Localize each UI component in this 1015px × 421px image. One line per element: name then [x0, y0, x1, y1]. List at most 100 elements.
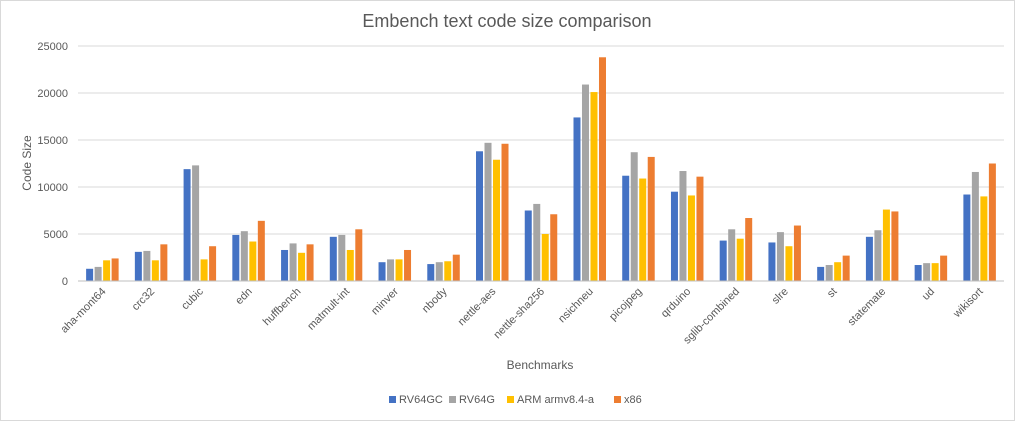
bar: [874, 230, 882, 281]
bar: [647, 156, 655, 281]
x-axis-title: Benchmarks: [507, 358, 574, 372]
bar: [355, 229, 363, 281]
bar: [240, 231, 248, 281]
gridlines: [78, 45, 1004, 235]
bar: [524, 210, 532, 281]
bar: [931, 263, 939, 281]
bar: [232, 234, 240, 281]
bar: [842, 255, 850, 281]
x-tick-label: statemate: [846, 286, 889, 329]
legend-swatch: [449, 396, 456, 403]
bar: [86, 268, 94, 281]
bar: [891, 211, 899, 281]
bar: [728, 229, 736, 281]
bar: [940, 255, 948, 281]
bar: [687, 195, 695, 281]
bar: [719, 240, 727, 281]
y-tick-label: 20000: [37, 88, 68, 100]
bar: [200, 259, 208, 281]
legend-item: ARM armv8.4-a: [507, 394, 595, 406]
bar: [639, 178, 647, 281]
bar: [533, 203, 541, 281]
x-tick-label: cubic: [179, 285, 206, 312]
x-tick-label: nettle-sha256: [491, 286, 547, 342]
x-axis-ticks: aha-mont64 crc32 cubic edn huffbench matmult-…: [59, 285, 986, 346]
bar: [882, 209, 890, 281]
bar: [622, 175, 630, 281]
bar: [346, 249, 354, 281]
bar: [581, 84, 589, 281]
bar: [306, 244, 314, 281]
x-tick-label: slre: [770, 286, 791, 307]
y-tick-label: 10000: [37, 182, 68, 194]
legend-swatch: [389, 396, 396, 403]
legend-item: x86: [614, 394, 642, 406]
x-tick-label: edn: [233, 286, 254, 307]
bar: [988, 163, 996, 281]
bar: [670, 191, 678, 281]
bar: [598, 57, 606, 281]
bar: [971, 171, 979, 281]
x-tick-label: crc32: [130, 286, 158, 314]
bar: [550, 214, 558, 281]
bar: [679, 171, 687, 281]
bar: [249, 241, 257, 281]
bar: [980, 196, 988, 281]
y-axis-ticks: 0 5000 10000 15000 20000 25000: [37, 41, 68, 288]
bar: [329, 236, 337, 281]
bar: [338, 234, 346, 281]
bar: [745, 218, 753, 281]
bar: [183, 169, 191, 281]
bar: [834, 262, 842, 281]
legend-item: RV64GC: [389, 394, 443, 406]
bar: [825, 265, 833, 281]
bar: [785, 246, 793, 281]
x-tick-label: qrduino: [659, 286, 693, 320]
y-tick-label: 25000: [37, 41, 68, 53]
legend-swatch: [507, 396, 514, 403]
x-tick-label: matmult-int: [305, 286, 352, 333]
bar: [768, 242, 776, 281]
bar: [776, 232, 784, 281]
x-tick-label: picojpeg: [607, 286, 644, 323]
x-tick-label: aha-mont64: [59, 286, 109, 336]
x-tick-label: st: [825, 286, 840, 301]
bar: [192, 165, 200, 281]
bar: [817, 266, 825, 281]
bar: [452, 254, 460, 281]
bar: [103, 260, 111, 281]
bar: [404, 249, 412, 281]
bar: [134, 251, 142, 281]
legend-label: ARM armv8.4-a: [517, 394, 595, 406]
bars: [86, 57, 996, 281]
bar: [257, 220, 265, 281]
y-tick-label: 5000: [44, 229, 68, 241]
bar: [160, 244, 168, 281]
bar: [541, 234, 549, 281]
legend-label: RV64G: [459, 394, 495, 406]
x-tick-label: nsichneu: [556, 286, 596, 326]
x-tick-label: wikisort: [951, 286, 986, 321]
legend-label: x86: [624, 394, 642, 406]
chart-title: Embench text code size comparison: [362, 11, 651, 31]
x-tick-label: nettle-aes: [456, 285, 499, 328]
bar: [501, 143, 509, 281]
bar: [298, 252, 306, 281]
x-tick-label: ud: [920, 286, 937, 303]
bar: [435, 262, 443, 281]
bar: [151, 260, 159, 281]
y-tick-label: 0: [62, 276, 68, 288]
legend-swatch: [614, 396, 621, 403]
bar: [493, 159, 501, 281]
bar: [914, 265, 922, 281]
bar: [476, 151, 484, 281]
bar: [484, 142, 492, 281]
y-axis-title: Code Size: [20, 135, 34, 191]
bar: [387, 259, 395, 281]
bar: [289, 243, 297, 281]
bar: [923, 263, 931, 281]
legend-item: RV64G: [449, 394, 495, 406]
bar: [378, 262, 386, 281]
x-tick-label: minver: [369, 285, 401, 317]
